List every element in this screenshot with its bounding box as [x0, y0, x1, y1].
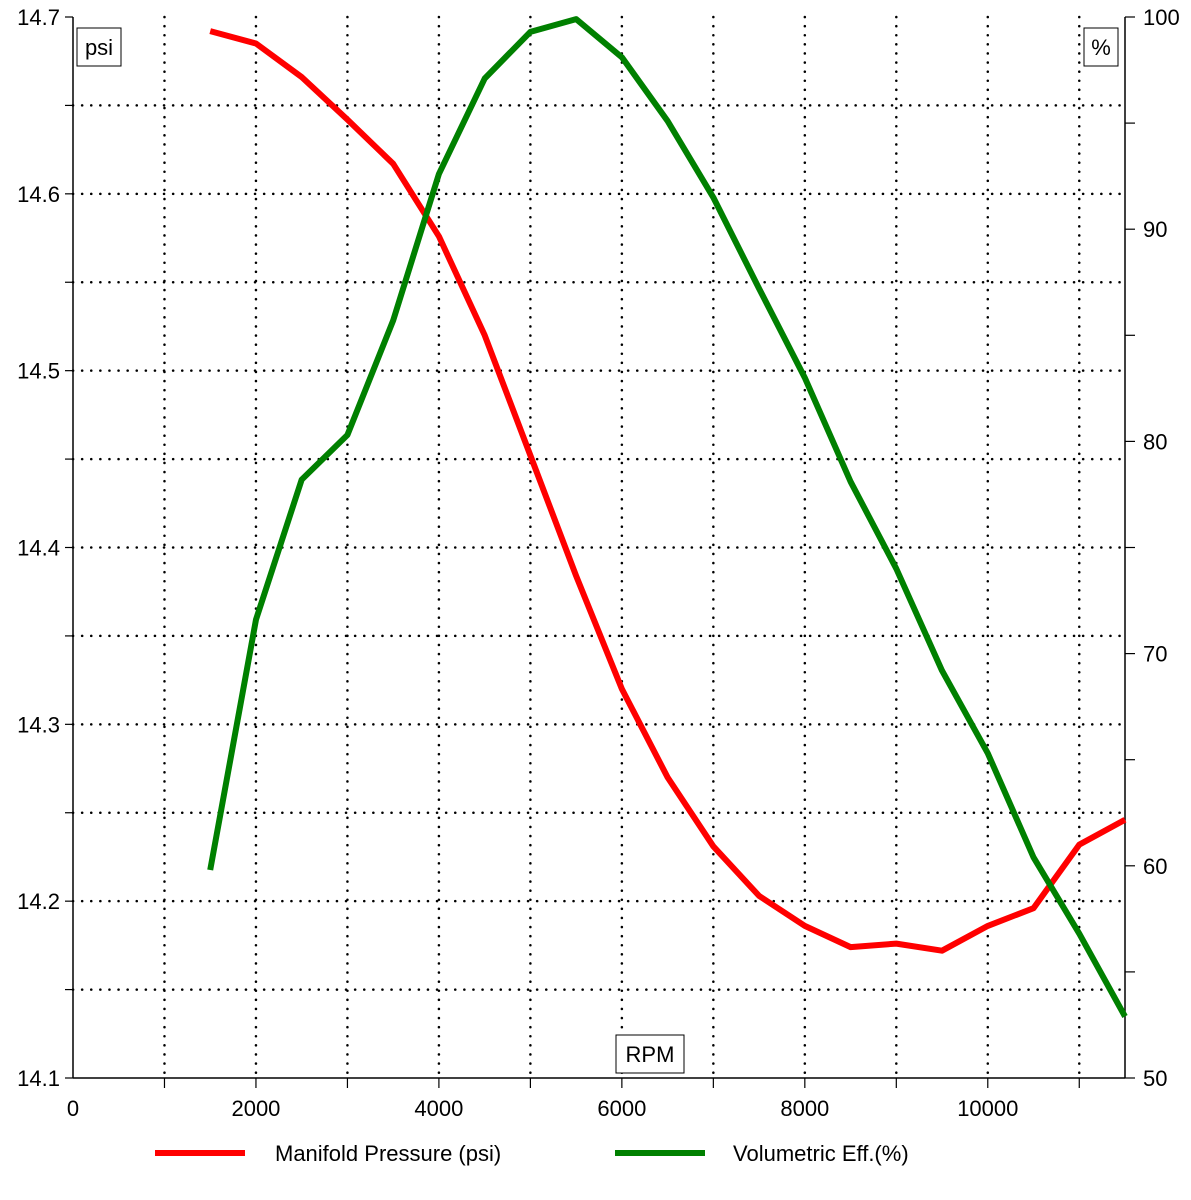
y-right-tick-label: 50: [1143, 1066, 1167, 1091]
y-left-tick-label: 14.6: [17, 182, 60, 207]
x-tick-label: 6000: [597, 1096, 646, 1121]
x-tick-label: 2000: [231, 1096, 280, 1121]
legend-label-volumetric-eff: Volumetric Eff.(%): [733, 1141, 909, 1166]
axes: [72, 17, 1126, 1079]
x-tick-label: 10000: [957, 1096, 1018, 1121]
y-right-unit-label: %: [1091, 35, 1111, 60]
grid: [71, 15, 1127, 1080]
x-tick-label: 4000: [414, 1096, 463, 1121]
series-line-volumetric-eff: [207, 16, 1128, 1018]
y-left-tick-label: 14.5: [17, 359, 60, 384]
y-right-unit-box: %: [1083, 27, 1119, 67]
legend-label-manifold-pressure: Manifold Pressure (psi): [275, 1141, 501, 1166]
x-unit-box: RPM: [615, 1034, 685, 1074]
y-left-tick-label: 14.7: [17, 5, 60, 30]
y-left-unit-label: psi: [85, 35, 113, 60]
y-right-tick-label: 90: [1143, 217, 1167, 242]
series: [207, 16, 1128, 1018]
y-left-tick-label: 14.4: [17, 536, 60, 561]
legend: Manifold Pressure (psi) Volumetric Eff.(…: [155, 1141, 909, 1166]
y-left-unit-box: psi: [76, 27, 122, 67]
y-left-tick-label: 14.2: [17, 889, 60, 914]
series-line-manifold-pressure: [209, 28, 1127, 954]
y-right-tick-label: 70: [1143, 642, 1167, 667]
y-left-tick-label: 14.1: [17, 1066, 60, 1091]
ticks: [65, 16, 1135, 1088]
y-right-tick-label: 60: [1143, 854, 1167, 879]
y-left-tick-label: 14.3: [17, 712, 60, 737]
x-tick-label: 0: [67, 1096, 79, 1121]
y-right-tick-label: 100: [1143, 5, 1180, 30]
tick-labels: 0 2000 4000 6000 8000 10000 14.1 14.2 14.3 14.4 14…: [17, 5, 1180, 1121]
x-tick-label: 8000: [780, 1096, 829, 1121]
x-axis-label: RPM: [626, 1042, 675, 1067]
y-right-tick-label: 80: [1143, 429, 1167, 454]
